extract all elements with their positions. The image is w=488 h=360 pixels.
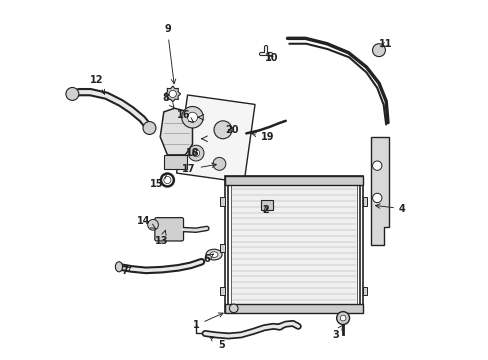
Circle shape xyxy=(192,149,199,157)
FancyBboxPatch shape xyxy=(155,218,183,241)
Text: 17: 17 xyxy=(182,163,216,174)
Bar xyxy=(362,197,366,206)
Bar xyxy=(224,176,362,313)
Bar xyxy=(362,287,366,296)
Circle shape xyxy=(336,312,349,324)
Polygon shape xyxy=(370,137,388,244)
Circle shape xyxy=(214,121,231,139)
Text: 19: 19 xyxy=(251,132,274,142)
Bar xyxy=(224,304,362,313)
Ellipse shape xyxy=(115,262,122,272)
Text: 2: 2 xyxy=(262,206,269,216)
Circle shape xyxy=(169,90,176,98)
Text: 12: 12 xyxy=(90,75,104,94)
Circle shape xyxy=(187,112,197,122)
Circle shape xyxy=(182,107,203,128)
Bar xyxy=(176,95,255,183)
Polygon shape xyxy=(160,108,192,155)
Bar xyxy=(260,201,273,211)
Bar xyxy=(227,179,359,310)
Text: 13: 13 xyxy=(155,230,168,246)
Ellipse shape xyxy=(205,249,222,260)
Text: 7: 7 xyxy=(121,266,131,276)
Bar xyxy=(163,155,187,169)
Text: 5: 5 xyxy=(209,337,224,350)
Circle shape xyxy=(372,193,381,203)
Circle shape xyxy=(372,44,385,57)
Text: 14: 14 xyxy=(136,216,155,229)
Bar xyxy=(220,244,224,252)
Text: 16: 16 xyxy=(177,111,193,122)
Text: 9: 9 xyxy=(163,24,175,84)
Text: 3: 3 xyxy=(332,325,342,340)
Circle shape xyxy=(147,220,158,230)
Text: 11: 11 xyxy=(379,39,392,49)
Text: 20: 20 xyxy=(225,125,238,135)
Circle shape xyxy=(212,157,225,170)
Circle shape xyxy=(66,87,79,100)
Circle shape xyxy=(188,145,203,161)
Circle shape xyxy=(340,315,346,321)
Ellipse shape xyxy=(210,252,218,257)
Text: 8: 8 xyxy=(162,93,174,108)
Text: 18: 18 xyxy=(185,148,199,158)
Bar xyxy=(220,197,224,206)
Text: 1: 1 xyxy=(192,313,223,330)
Text: 6: 6 xyxy=(203,254,213,264)
Circle shape xyxy=(372,161,381,170)
Text: 15: 15 xyxy=(150,174,167,189)
Text: 4: 4 xyxy=(375,204,405,214)
Bar xyxy=(224,176,362,185)
Polygon shape xyxy=(164,86,180,102)
Bar xyxy=(220,287,224,296)
Circle shape xyxy=(229,304,238,313)
Bar xyxy=(230,182,356,307)
Text: 10: 10 xyxy=(264,53,278,63)
Circle shape xyxy=(142,122,156,134)
